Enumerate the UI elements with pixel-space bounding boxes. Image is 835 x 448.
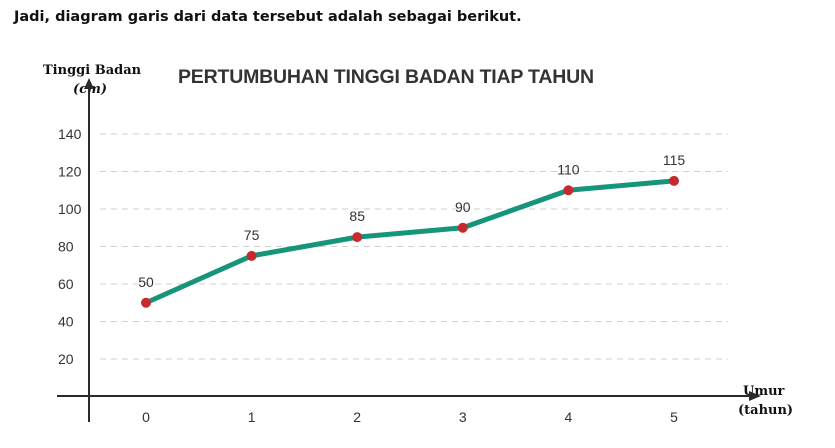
tick-labels: 20 40 60 80 100 120 140 0 1 2 3 4 5: [58, 126, 678, 425]
data-label: 50: [138, 274, 154, 290]
data-label: 75: [244, 227, 260, 243]
y-axis-label: Tinggi Badan: [43, 63, 142, 78]
y-tick-label: 120: [58, 164, 82, 180]
x-tick-label: 0: [142, 409, 150, 425]
series: [141, 175, 679, 308]
grid-lines: [100, 133, 728, 360]
x-axis-arrow-icon: [749, 391, 761, 401]
y-tick-label: 60: [58, 276, 74, 292]
data-labels: 50 75 85 90 110 115: [138, 152, 685, 290]
data-point: [457, 222, 468, 233]
y-tick-label: 100: [58, 201, 82, 217]
y-tick-label: 40: [58, 314, 74, 330]
series-line: [143, 178, 677, 306]
data-label: 115: [663, 152, 686, 168]
x-tick-label: 5: [670, 409, 678, 425]
data-point: [669, 175, 679, 186]
y-tick-label: 80: [58, 239, 74, 255]
axes: [57, 78, 761, 422]
y-axis-arrow-icon: [84, 78, 94, 89]
x-axis-unit: (tahun): [738, 403, 794, 418]
data-label: 90: [455, 199, 471, 215]
x-tick-label: 2: [353, 409, 361, 425]
data-point: [563, 185, 574, 196]
x-tick-label: 1: [248, 409, 256, 425]
x-tick-label: 3: [459, 409, 467, 425]
data-point: [352, 232, 363, 243]
intro-text: Jadi, diagram garis dari data tersebut a…: [14, 9, 522, 25]
y-tick-label: 20: [58, 351, 74, 367]
chart-title: PERTUMBUHAN TINGGI BADAN TIAP TAHUN: [178, 66, 594, 88]
x-tick-label: 4: [565, 409, 573, 425]
y-tick-label: 140: [58, 126, 82, 142]
data-point: [246, 250, 257, 261]
data-label: 85: [349, 208, 365, 224]
data-point: [141, 297, 151, 308]
data-label: 110: [557, 161, 580, 177]
